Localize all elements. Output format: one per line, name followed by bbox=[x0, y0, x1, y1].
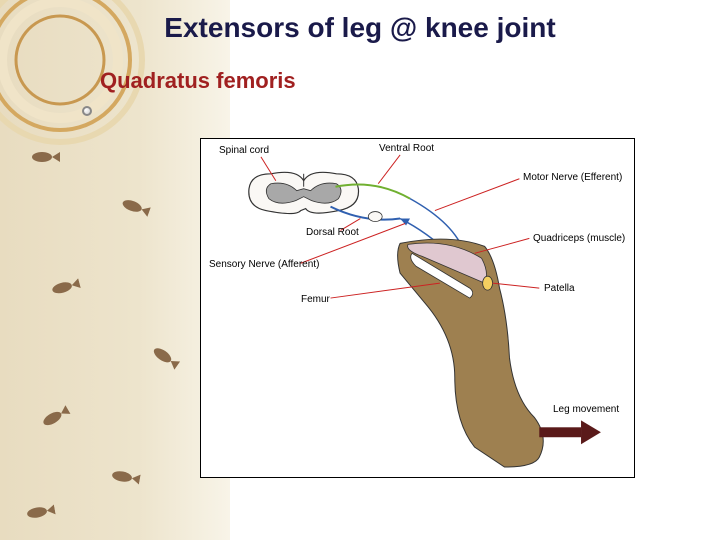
label-sensory-nerve: Sensory Nerve (Afferent) bbox=[209, 259, 319, 270]
leg-shape bbox=[398, 239, 544, 467]
label-quadriceps: Quadriceps (muscle) bbox=[533, 233, 625, 244]
diagram-svg bbox=[201, 139, 634, 477]
bullet-icon bbox=[82, 106, 92, 116]
leg-movement-arrow bbox=[539, 420, 601, 444]
fish-icon bbox=[30, 150, 60, 164]
subtitle: Quadratus femoris bbox=[100, 68, 296, 94]
leader-ventral-root bbox=[378, 155, 400, 184]
spinal-cord bbox=[249, 172, 359, 213]
leader-motor-nerve bbox=[435, 179, 520, 211]
label-femur: Femur bbox=[301, 294, 330, 305]
label-ventral-root: Ventral Root bbox=[379, 143, 434, 154]
page-title: Extensors of leg @ knee joint bbox=[0, 12, 720, 44]
label-leg-movement: Leg movement bbox=[553, 404, 619, 415]
label-dorsal-root: Dorsal Root bbox=[306, 227, 359, 238]
label-patella: Patella bbox=[544, 283, 575, 294]
label-spinal-cord: Spinal cord bbox=[219, 145, 269, 156]
reflex-arc-diagram: Spinal cord Ventral Root Motor Nerve (Ef… bbox=[200, 138, 635, 478]
label-motor-nerve: Motor Nerve (Efferent) bbox=[523, 172, 622, 183]
